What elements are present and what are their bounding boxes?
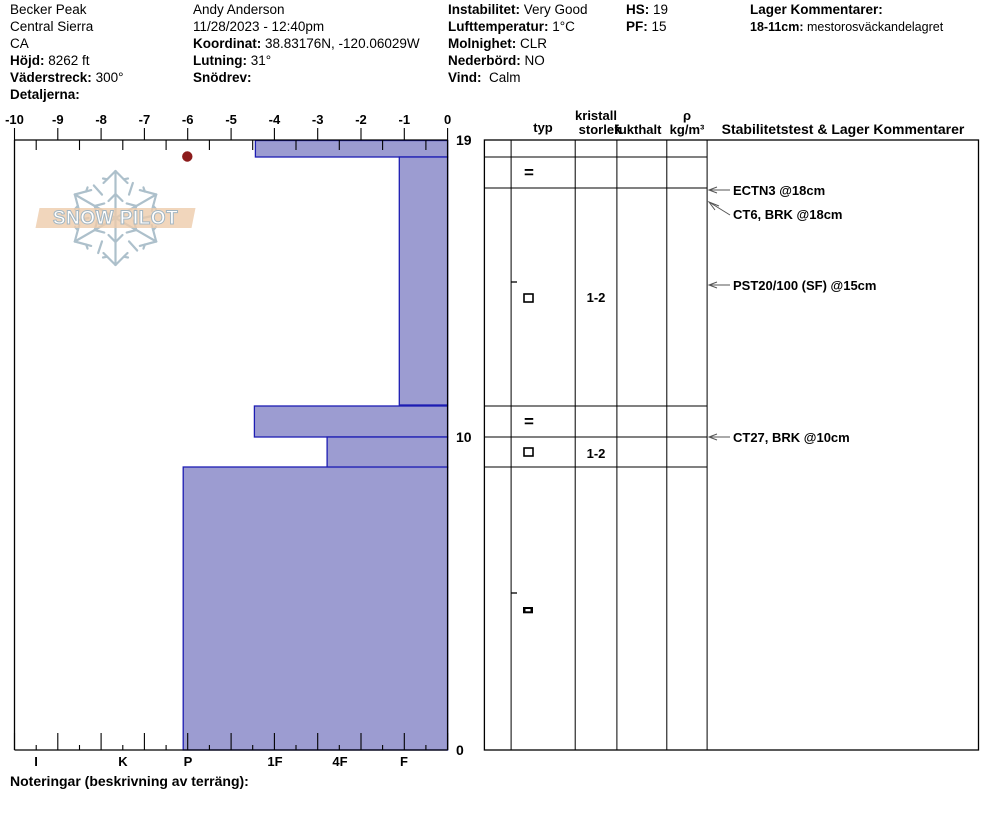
svg-text:-6: -6 <box>182 112 194 127</box>
svg-text:-9: -9 <box>52 112 64 127</box>
svg-text:K: K <box>118 754 128 769</box>
svg-text:fukthalt: fukthalt <box>615 122 663 137</box>
svg-text:kristall: kristall <box>575 108 617 123</box>
svg-text:10: 10 <box>456 429 472 445</box>
svg-text:1F: 1F <box>267 754 282 769</box>
svg-text:ECTN3 @18cm: ECTN3 @18cm <box>733 183 825 198</box>
svg-text:1-2: 1-2 <box>587 446 606 461</box>
svg-text:0: 0 <box>456 742 464 758</box>
svg-text:0: 0 <box>444 112 451 127</box>
svg-text:4F: 4F <box>332 754 347 769</box>
svg-text:PST20/100 (SF) @15cm: PST20/100 (SF) @15cm <box>733 278 876 293</box>
svg-text:-5: -5 <box>225 112 237 127</box>
svg-text:=: = <box>524 412 534 431</box>
svg-text:CT27, BRK @10cm: CT27, BRK @10cm <box>733 430 850 445</box>
svg-text:-10: -10 <box>5 112 24 127</box>
svg-text:-4: -4 <box>269 112 281 127</box>
svg-text:typ: typ <box>533 120 553 135</box>
svg-text:-7: -7 <box>139 112 151 127</box>
svg-text:-2: -2 <box>355 112 367 127</box>
svg-text:=: = <box>524 163 534 182</box>
svg-text:Stabilitetstest & Lager Kommen: Stabilitetstest & Lager Kommentarer <box>722 121 965 137</box>
svg-text:-8: -8 <box>95 112 107 127</box>
svg-text:-1: -1 <box>399 112 411 127</box>
svg-text:CT6, BRK @18cm: CT6, BRK @18cm <box>733 207 842 222</box>
svg-text:1-2: 1-2 <box>587 290 606 305</box>
svg-text:kg/m³: kg/m³ <box>670 122 705 137</box>
svg-text:I: I <box>34 754 38 769</box>
svg-text:P: P <box>184 754 193 769</box>
svg-text:ρ: ρ <box>683 108 691 123</box>
svg-text:F: F <box>400 754 408 769</box>
svg-text:-3: -3 <box>312 112 324 127</box>
svg-text:19: 19 <box>456 132 472 148</box>
